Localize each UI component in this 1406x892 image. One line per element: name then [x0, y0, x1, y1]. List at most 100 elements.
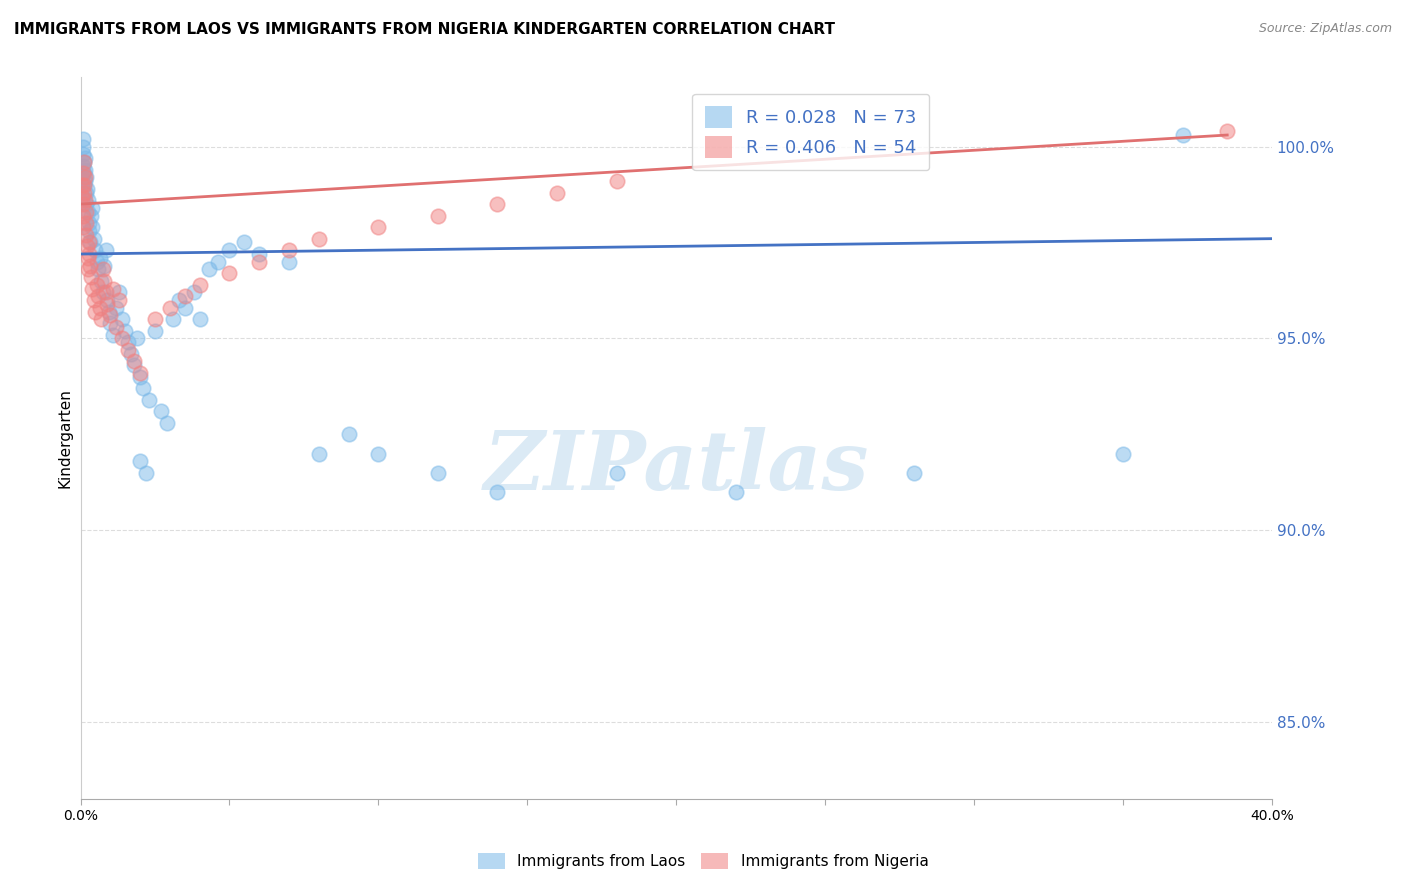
- Point: [173, 301, 195, 315]
- Point: [94, 285, 117, 300]
- Point: [89, 301, 111, 315]
- Point: [72, 220, 94, 235]
- Legend: R = 0.028   N = 73, R = 0.406   N = 54: R = 0.028 N = 73, R = 0.406 N = 54: [692, 94, 929, 170]
- Point: [108, 293, 131, 307]
- Point: [73, 178, 96, 192]
- Point: [75, 194, 97, 208]
- Point: [73, 178, 96, 192]
- Point: [105, 320, 128, 334]
- Point: [138, 392, 160, 407]
- Point: [1112, 447, 1135, 461]
- Point: [79, 224, 101, 238]
- Point: [233, 235, 256, 250]
- Point: [75, 204, 97, 219]
- Point: [207, 254, 229, 268]
- Point: [122, 354, 145, 368]
- Point: [90, 312, 112, 326]
- Point: [86, 254, 108, 268]
- Point: [75, 186, 97, 200]
- Point: [111, 331, 134, 345]
- Point: [247, 254, 270, 268]
- Point: [79, 235, 101, 250]
- Point: [90, 274, 112, 288]
- Point: [129, 366, 152, 380]
- Point: [80, 270, 103, 285]
- Point: [94, 243, 117, 257]
- Point: [70, 170, 93, 185]
- Point: [183, 285, 205, 300]
- Point: [188, 277, 211, 292]
- Point: [108, 285, 131, 300]
- Point: [247, 247, 270, 261]
- Point: [84, 304, 107, 318]
- Point: [129, 454, 152, 468]
- Point: [278, 254, 301, 268]
- Point: [122, 359, 145, 373]
- Point: [218, 266, 240, 280]
- Text: ZIPatlas: ZIPatlas: [484, 427, 869, 508]
- Point: [486, 197, 509, 211]
- Y-axis label: Kindergarten: Kindergarten: [58, 388, 72, 488]
- Point: [79, 259, 101, 273]
- Text: IMMIGRANTS FROM LAOS VS IMMIGRANTS FROM NIGERIA KINDERGARTEN CORRELATION CHART: IMMIGRANTS FROM LAOS VS IMMIGRANTS FROM …: [14, 22, 835, 37]
- Point: [82, 201, 104, 215]
- Point: [197, 262, 219, 277]
- Point: [96, 297, 118, 311]
- Point: [105, 301, 128, 315]
- Point: [77, 235, 100, 250]
- Point: [73, 166, 96, 180]
- Point: [86, 277, 108, 292]
- Point: [73, 162, 96, 177]
- Point: [75, 174, 97, 188]
- Point: [724, 485, 747, 500]
- Point: [76, 239, 98, 253]
- Point: [76, 251, 98, 265]
- Point: [606, 466, 628, 480]
- Point: [308, 232, 330, 246]
- Point: [72, 139, 94, 153]
- Point: [77, 204, 100, 219]
- Point: [89, 251, 111, 265]
- Point: [83, 293, 105, 307]
- Point: [98, 316, 121, 330]
- Point: [278, 243, 301, 257]
- Point: [84, 243, 107, 257]
- Point: [72, 147, 94, 161]
- Point: [93, 274, 115, 288]
- Point: [486, 485, 509, 500]
- Point: [80, 220, 103, 235]
- Point: [72, 159, 94, 173]
- Point: [73, 154, 96, 169]
- Point: [70, 178, 93, 192]
- Point: [73, 170, 96, 185]
- Point: [76, 182, 98, 196]
- Point: [93, 259, 115, 273]
- Point: [159, 301, 181, 315]
- Point: [426, 209, 449, 223]
- Point: [114, 324, 136, 338]
- Point: [117, 335, 139, 350]
- Point: [606, 174, 628, 188]
- Point: [127, 331, 149, 345]
- Point: [77, 216, 100, 230]
- Point: [76, 197, 98, 211]
- Point: [156, 416, 179, 430]
- Point: [91, 262, 114, 277]
- Point: [77, 262, 100, 277]
- Legend: Immigrants from Laos, Immigrants from Nigeria: Immigrants from Laos, Immigrants from Ni…: [471, 847, 935, 875]
- Point: [143, 324, 166, 338]
- Point: [546, 186, 568, 200]
- Point: [79, 247, 101, 261]
- Point: [1216, 124, 1239, 138]
- Point: [903, 466, 925, 480]
- Point: [83, 232, 105, 246]
- Point: [129, 369, 152, 384]
- Point: [72, 209, 94, 223]
- Point: [73, 151, 96, 165]
- Point: [98, 309, 121, 323]
- Point: [132, 381, 155, 395]
- Point: [149, 404, 172, 418]
- Point: [143, 312, 166, 326]
- Point: [76, 194, 98, 208]
- Point: [91, 285, 114, 300]
